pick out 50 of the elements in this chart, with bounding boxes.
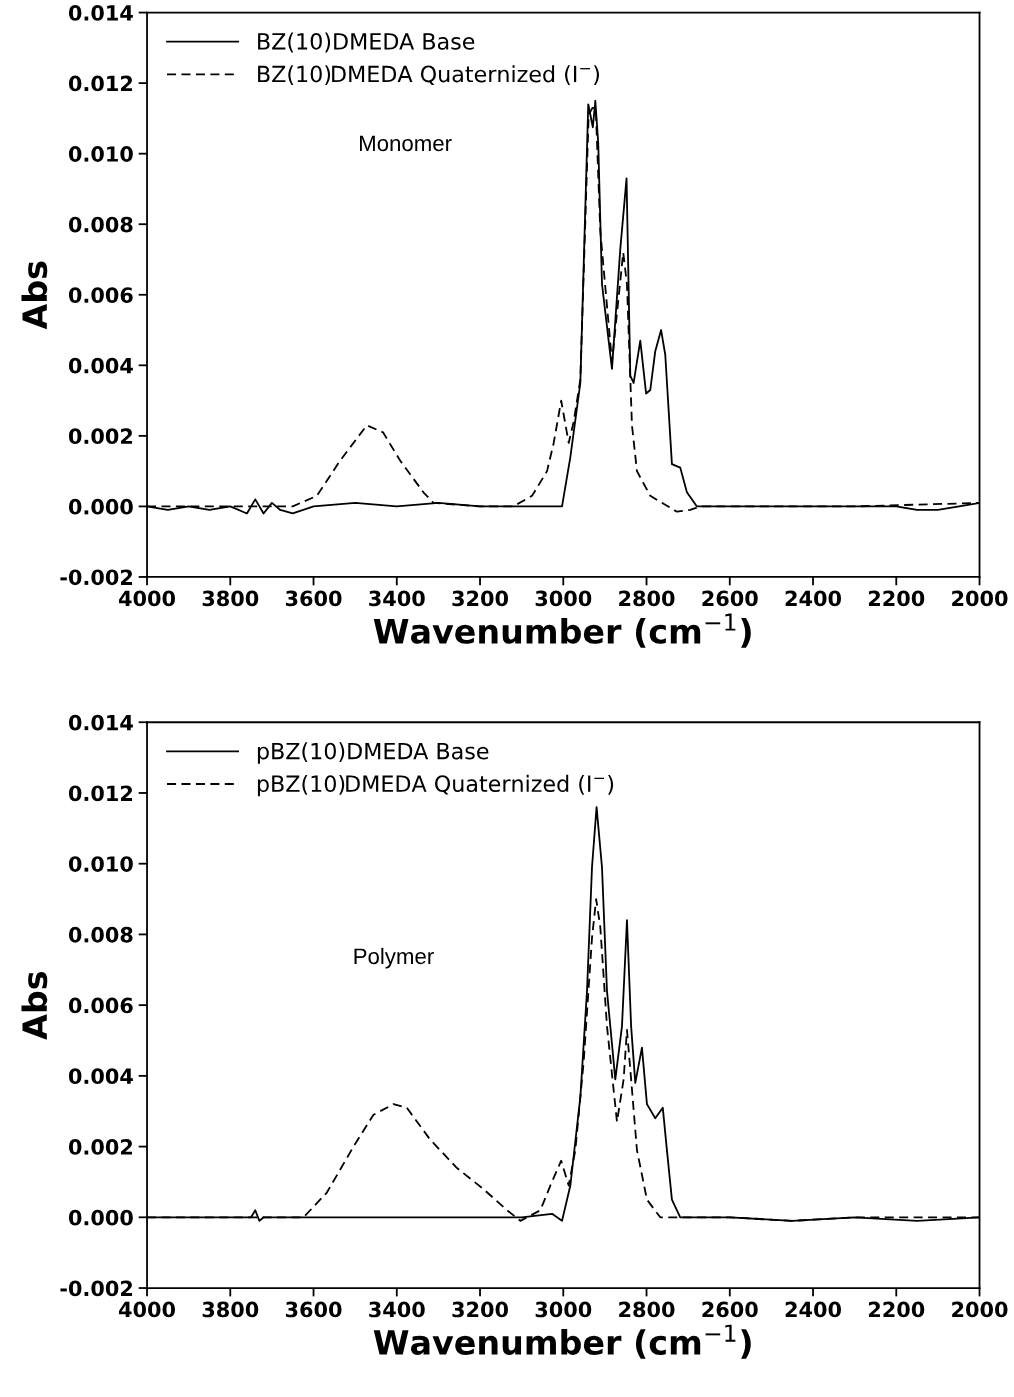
annotation: Monomer: [360, 135, 452, 152]
x-tick-label: 3800: [202, 590, 259, 607]
x-tick-label: 4000: [118, 1301, 176, 1318]
x-tick-label: 3200: [452, 590, 509, 607]
y-tick-label: -0.002: [60, 1280, 133, 1297]
y-tick-label: 0.014: [68, 714, 133, 731]
y-tick-label: 0.008: [68, 926, 133, 943]
x-tick-label: 2400: [785, 1301, 842, 1318]
x-tick-label: 3200: [452, 1301, 509, 1318]
y-axis-title: Abs: [21, 971, 48, 1040]
y-tick-label: 0.006: [68, 997, 133, 1014]
y-tick-label: 0.012: [68, 75, 133, 92]
legend-label: BZ(10)DMEDA Base: [258, 32, 475, 53]
y-tick-label: 0.012: [68, 785, 133, 802]
y-axis-title: Abs: [21, 261, 48, 330]
y-tick-label: 0.014: [68, 5, 133, 21]
legend-label: pBZ(10)DMEDA Quaternized (I$^{−}$): [257, 774, 614, 797]
y-tick-label: 0.010: [68, 146, 133, 162]
y-tick-label: 0.002: [68, 1139, 133, 1155]
y-tick-label: 0.000: [68, 1209, 133, 1226]
x-axis-title: Wavenumber (cm$^{−1}$): [373, 613, 751, 648]
y-tick-label: 0.004: [68, 357, 133, 374]
x-tick-label: 4000: [118, 590, 176, 607]
legend-label: pBZ(10)DMEDA Base: [257, 742, 489, 764]
y-tick-label: 0.006: [68, 287, 133, 303]
x-tick-label: 2600: [702, 590, 758, 607]
y-tick-label: 0.004: [68, 1068, 133, 1085]
x-tick-label: 3400: [369, 590, 425, 607]
x-tick-label: 3600: [285, 590, 342, 607]
x-tick-label: 2600: [702, 1301, 758, 1318]
x-tick-label: 3000: [535, 1301, 592, 1318]
y-tick-label: 0.008: [68, 216, 133, 233]
x-tick-label: 3800: [202, 1301, 259, 1318]
y-tick-label: 0.000: [68, 498, 133, 515]
x-tick-label: 2000: [952, 1301, 1008, 1318]
x-tick-label: 3000: [535, 590, 592, 607]
x-tick-label: 2800: [619, 590, 675, 607]
annotation: Polymer: [354, 947, 434, 969]
y-tick-label: 0.010: [68, 856, 133, 872]
y-tick-label: 0.002: [68, 428, 133, 445]
x-tick-label: 2000: [952, 590, 1008, 607]
x-axis-title: Wavenumber (cm$^{−1}$): [373, 1324, 751, 1359]
x-tick-label: 3400: [369, 1301, 425, 1318]
legend-label: BZ(10)DMEDA Quaternized (I$^{−}$): [258, 65, 599, 85]
x-tick-label: 2200: [868, 1301, 925, 1318]
x-tick-label: 2200: [868, 590, 925, 607]
x-tick-label: 2400: [785, 590, 842, 607]
y-tick-label: -0.002: [60, 569, 133, 586]
x-tick-label: 3600: [285, 1301, 342, 1318]
x-tick-label: 2800: [619, 1301, 675, 1318]
